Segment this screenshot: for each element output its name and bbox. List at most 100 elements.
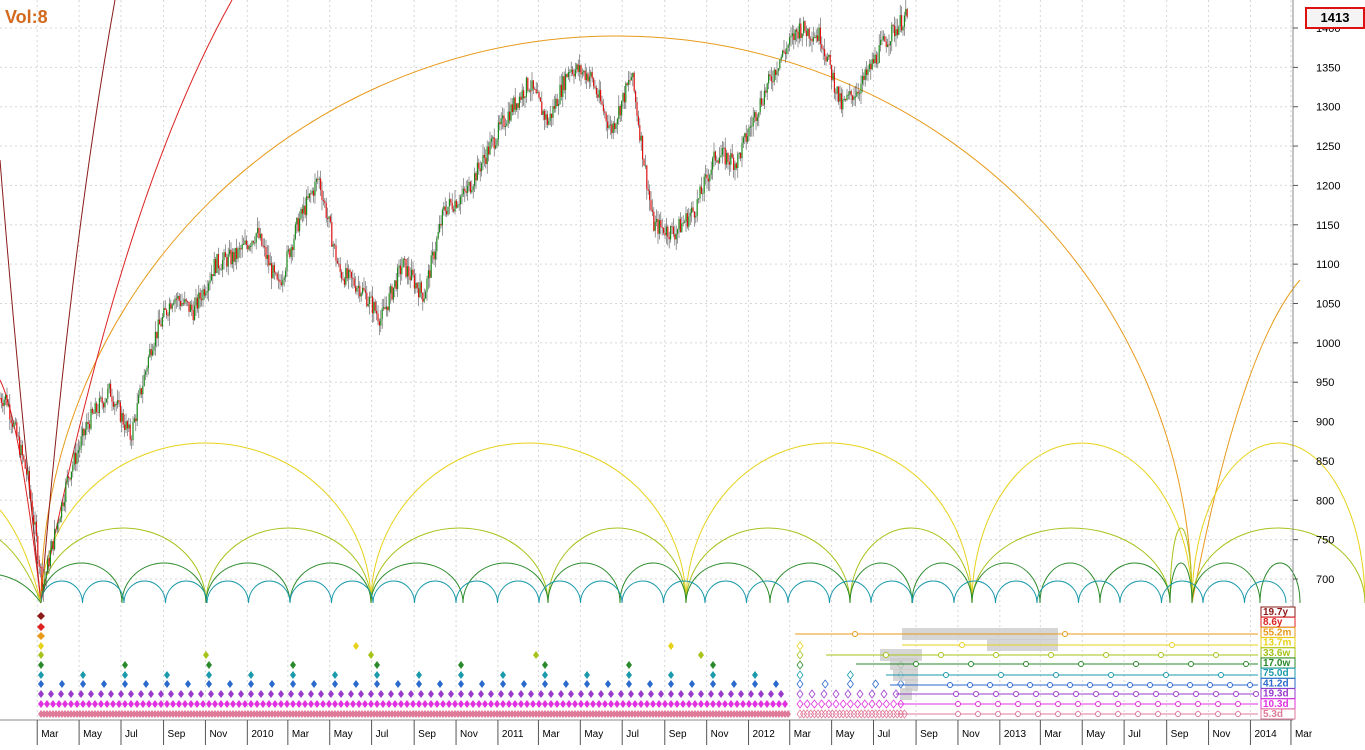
cycle-arc-75d [1036,580,1079,604]
candle [90,408,92,429]
candle [811,39,813,42]
x-tick-label: Nov [962,729,980,740]
cycle-marker [260,700,266,708]
cycle-marker [528,690,534,698]
candle [115,404,117,406]
candle [860,83,862,94]
x-tick-label: Mar [1044,729,1062,740]
candle [89,424,91,429]
candle [213,259,215,277]
candle [644,165,646,167]
cycle-marker [164,671,170,679]
candle [101,397,103,404]
candle [34,521,36,525]
projection-point [1053,672,1059,678]
candle [499,122,501,125]
candle [299,218,301,232]
cycle-marker [434,700,440,708]
candle [408,266,410,277]
projection-point [1158,652,1164,658]
projected-marker [850,709,858,719]
projection-point [913,661,919,667]
candle [219,268,221,270]
cycle-marker [626,661,632,669]
candle [556,98,558,107]
candle [314,181,316,196]
cycle-marker [746,700,752,708]
cycle-marker [647,680,653,688]
candle [868,63,870,70]
candle [870,63,872,70]
cycle-marker [608,700,614,708]
candle [903,15,905,27]
x-tick-label: Sep [168,729,186,740]
candle [534,88,536,90]
cycle-marker [758,690,764,698]
x-tick-label: May [836,729,855,740]
cycle-marker [476,700,482,708]
candle [237,248,239,259]
candle [35,521,37,537]
candle [196,297,198,309]
candle [49,550,51,567]
cycle-marker [128,690,134,698]
projected-marker [879,709,887,719]
candle [748,127,750,137]
y-tick-label: 700 [1316,574,1334,586]
candle [766,83,768,93]
candle [395,280,397,289]
cycle-marker [288,690,294,698]
candle [461,194,463,197]
projected-marker [882,699,890,709]
candle [250,245,252,247]
candle [420,282,422,293]
candle [538,92,540,98]
candle [840,93,842,110]
cycle-marker [266,700,272,708]
candle [287,249,289,252]
candle [159,319,161,325]
candle [623,92,625,103]
cycle-marker [218,690,224,698]
candle [44,578,46,586]
candle [833,72,835,93]
cycle-marker [338,690,344,698]
candle [668,236,670,240]
y-tick-label: 800 [1316,495,1334,507]
candle [107,388,109,399]
candle [731,153,733,158]
cycle-marker [98,700,104,708]
cycle-marker [584,671,590,679]
candle [887,44,889,47]
candle [598,89,600,98]
candle [66,476,68,483]
cycle-marker [563,680,569,688]
cycle-marker [710,661,716,669]
projection-point [1173,691,1179,697]
candle [602,104,604,112]
candle [105,398,107,403]
candle [772,81,774,83]
candle [640,135,642,141]
cycle-marker [542,661,548,669]
cycle-marker [200,700,206,708]
cycle-marker [704,700,710,708]
projection-point [1048,652,1054,658]
candle [509,111,511,121]
candle [244,240,246,244]
cycle-marker [584,680,590,688]
cycle-arc-137m [40,442,372,604]
candle [698,198,700,200]
candle [835,92,837,94]
cycle-marker [710,671,716,679]
candle [188,301,190,312]
cycle-marker [542,700,548,708]
candle [440,223,442,226]
cycle-marker [626,700,632,708]
projection-point [1073,691,1079,697]
candle [72,465,74,472]
x-tick-label: 2010 [251,729,274,740]
candle [643,159,645,166]
cycle-legend-label: 5.3d [1263,709,1283,720]
candle [607,121,609,129]
